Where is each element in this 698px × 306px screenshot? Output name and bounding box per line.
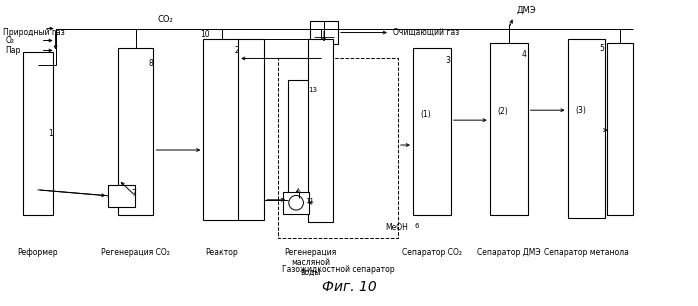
Text: Регенерация CO₂: Регенерация CO₂ xyxy=(101,248,170,256)
Text: 8: 8 xyxy=(148,59,153,68)
Text: 5: 5 xyxy=(600,44,604,53)
Text: Пар: Пар xyxy=(6,46,21,55)
Text: ДМЭ: ДМЭ xyxy=(517,6,536,15)
Text: Сепаратор CO₂: Сепаратор CO₂ xyxy=(402,248,462,256)
Text: (3): (3) xyxy=(575,106,586,115)
Bar xyxy=(238,39,264,220)
Bar xyxy=(607,43,633,215)
Bar xyxy=(490,43,528,215)
Text: Сепаратор ДМЭ: Сепаратор ДМЭ xyxy=(477,248,540,256)
Bar xyxy=(283,192,309,214)
Text: 3: 3 xyxy=(445,56,450,65)
Text: CO₂: CO₂ xyxy=(158,15,173,24)
Text: Сепаратор метанола: Сепаратор метанола xyxy=(544,248,629,256)
Text: Газожидкостной сепаратор: Газожидкостной сепаратор xyxy=(282,266,394,274)
Text: Реактор: Реактор xyxy=(205,248,238,256)
Text: Природный газ: Природный газ xyxy=(3,28,64,37)
Bar xyxy=(308,39,333,222)
Bar xyxy=(288,80,310,198)
Bar xyxy=(567,39,605,218)
Text: Фиг. 10: Фиг. 10 xyxy=(322,280,376,294)
Bar xyxy=(413,48,451,215)
Text: 13: 13 xyxy=(308,87,317,93)
Text: 11: 11 xyxy=(305,198,314,203)
Text: 2: 2 xyxy=(235,46,239,55)
Bar xyxy=(203,39,240,220)
Text: Реформер: Реформер xyxy=(17,248,58,256)
Text: 10: 10 xyxy=(200,30,210,39)
Bar xyxy=(278,58,398,238)
Bar xyxy=(22,52,52,215)
Text: 1: 1 xyxy=(48,129,53,138)
Text: (2): (2) xyxy=(497,107,508,116)
Text: O₂: O₂ xyxy=(6,36,15,45)
Text: (1): (1) xyxy=(420,110,431,119)
Text: 6: 6 xyxy=(415,223,419,229)
Text: 7: 7 xyxy=(131,189,136,198)
Bar xyxy=(108,185,135,207)
Bar xyxy=(310,21,338,44)
Text: Очищающий газ: Очищающий газ xyxy=(393,28,459,37)
Bar xyxy=(119,48,154,215)
Text: Регенерация
масляной
воды: Регенерация масляной воды xyxy=(285,248,336,277)
Text: 4: 4 xyxy=(522,50,527,59)
Text: MeOH: MeOH xyxy=(385,223,408,232)
